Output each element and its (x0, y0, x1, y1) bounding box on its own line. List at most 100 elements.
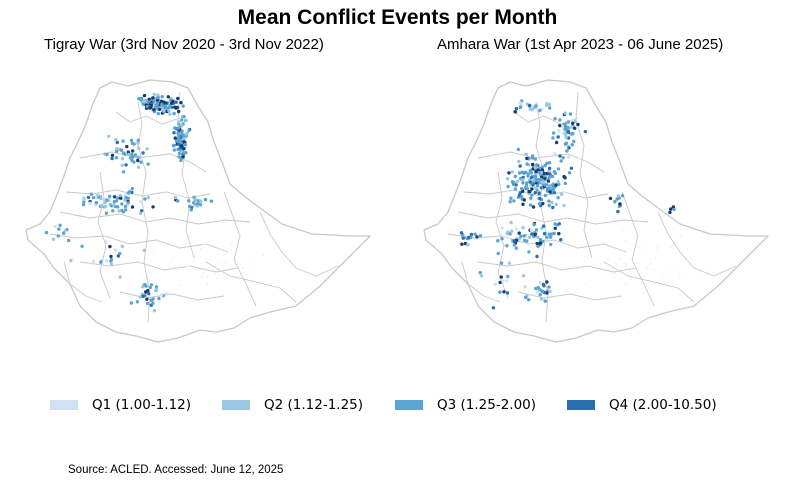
event-point (114, 156, 119, 160)
event-point (148, 106, 152, 110)
region-boundary (477, 151, 605, 173)
event-point (170, 260, 173, 263)
event-point (668, 210, 672, 215)
event-point (202, 272, 205, 275)
event-point (545, 103, 549, 107)
event-point (618, 202, 622, 206)
event-point (118, 275, 122, 279)
event-point (199, 247, 202, 250)
event-point (613, 272, 616, 275)
event-point (230, 242, 233, 245)
event-point (529, 171, 534, 175)
map-tigray-war (25, 79, 371, 343)
event-point (164, 292, 169, 296)
event-point (67, 238, 71, 243)
event-point (143, 283, 147, 287)
event-point (523, 295, 528, 300)
event-point (124, 195, 128, 200)
region-boundary (259, 211, 339, 277)
event-point (152, 92, 156, 97)
event-point (678, 275, 681, 279)
event-point (653, 268, 656, 272)
event-point (543, 193, 548, 198)
event-point (58, 223, 62, 227)
event-point (521, 181, 525, 185)
event-point (512, 239, 516, 243)
event-point (500, 226, 504, 230)
event-point (542, 232, 547, 236)
event-point (99, 196, 103, 201)
event-point (525, 162, 529, 166)
event-point (534, 186, 538, 190)
event-point (177, 139, 182, 144)
event-point (567, 171, 572, 175)
event-point (140, 285, 145, 289)
legend-swatch-q4 (567, 400, 595, 410)
region-boundary (79, 261, 239, 273)
event-point (547, 172, 552, 176)
event-point (542, 224, 546, 228)
event-point (174, 106, 178, 110)
event-point (514, 227, 518, 231)
event-point (564, 135, 568, 140)
region-boundary (477, 261, 637, 273)
event-point (573, 119, 577, 124)
event-point (512, 180, 516, 185)
event-point (616, 209, 620, 214)
event-point (171, 143, 176, 148)
event-point (547, 203, 551, 208)
event-point (109, 259, 113, 263)
source-note: Source: ACLED. Accessed: June 12, 2025 (68, 464, 284, 476)
event-point (182, 151, 186, 155)
event-point (551, 205, 555, 210)
event-point (130, 141, 135, 146)
event-point (110, 153, 115, 157)
event-point (172, 111, 176, 116)
event-point (114, 138, 118, 142)
event-point (154, 104, 158, 108)
event-point (527, 103, 532, 108)
event-point (130, 205, 135, 209)
event-point (138, 211, 143, 216)
event-point (561, 156, 565, 160)
event-point (176, 126, 181, 130)
event-point (151, 301, 155, 305)
event-point (119, 148, 124, 152)
event-point (556, 196, 560, 200)
event-point (116, 254, 121, 258)
legend-swatch-q2 (222, 400, 250, 410)
event-point (521, 226, 525, 230)
event-point (120, 244, 125, 249)
event-point (531, 178, 535, 182)
event-point (80, 244, 84, 248)
event-point (198, 203, 203, 207)
event-point (553, 152, 557, 156)
event-point (531, 162, 535, 167)
event-point (143, 197, 147, 201)
event-point (248, 262, 251, 265)
event-point (510, 229, 514, 233)
event-point (548, 106, 552, 110)
legend-label-q4: Q4 (2.00-10.50) (609, 397, 717, 413)
event-point (215, 277, 219, 280)
event-point (185, 265, 188, 268)
event-point (182, 115, 186, 119)
event-point (637, 246, 640, 249)
event-point (152, 309, 157, 313)
event-point (151, 297, 155, 301)
event-point (537, 202, 542, 206)
event-point (546, 179, 551, 183)
event-point (524, 152, 528, 156)
event-point (543, 163, 547, 168)
event-point (558, 123, 562, 128)
event-point (669, 207, 673, 211)
event-point (529, 196, 533, 200)
event-point (144, 290, 148, 294)
event-point (203, 243, 206, 246)
event-point (538, 108, 542, 113)
event-point (620, 194, 625, 198)
region-boundary (461, 261, 501, 303)
event-point (541, 282, 546, 287)
event-point (557, 222, 561, 226)
event-point (109, 254, 113, 259)
